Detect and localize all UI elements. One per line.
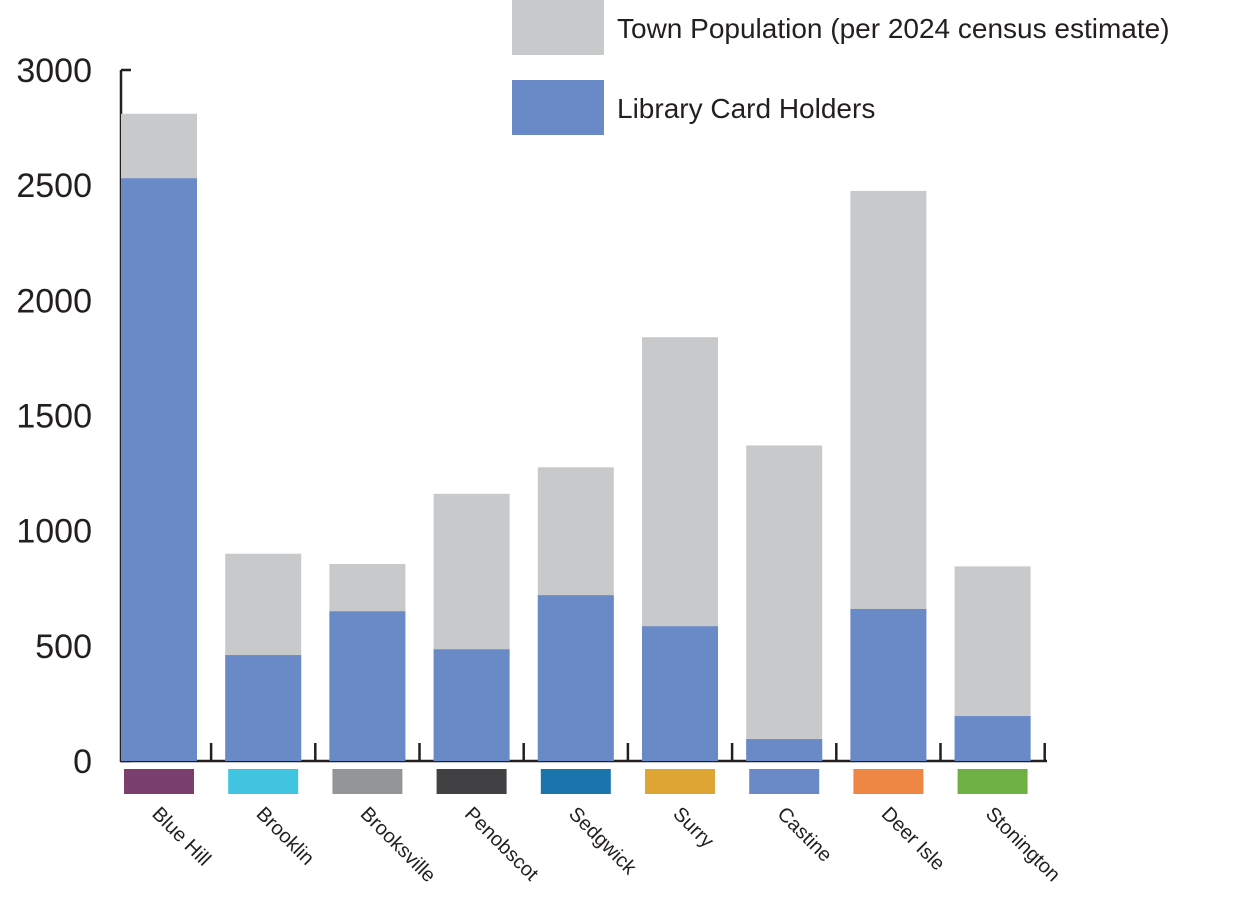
bars	[121, 113, 1031, 762]
category-label: Surry	[668, 803, 717, 852]
category-labels: Blue Hill Brooklin Brooksville Penobscot Sed…	[147, 803, 1064, 887]
y-tick-label: 500	[35, 628, 92, 666]
category-label: Penobscot	[460, 803, 543, 886]
legend-swatch	[512, 80, 604, 135]
category-label: Brooklin	[252, 803, 319, 870]
category-swatch	[645, 769, 715, 794]
bar-card-holders	[954, 716, 1031, 761]
bar-card-holders	[642, 626, 718, 761]
category-swatches	[124, 769, 1028, 794]
category-swatch	[436, 769, 507, 794]
category-label: Castine	[773, 803, 837, 867]
y-tick-label: 0	[73, 743, 92, 781]
bar-population	[746, 445, 823, 761]
bar-card-holders	[433, 649, 510, 761]
category-label: Sedgwick	[564, 803, 641, 880]
y-ticks: 0 500 1000 1500 2000 2500 3000	[16, 52, 131, 781]
x-ticks	[209, 743, 1046, 761]
legend-label: Town Population (per 2024 census estimat…	[617, 13, 1170, 44]
category-swatch	[332, 769, 403, 794]
bar-card-holders	[850, 608, 927, 761]
y-tick-label: 3000	[16, 52, 92, 90]
category-label: Blue Hill	[147, 803, 214, 870]
bar-card-holders	[537, 595, 614, 761]
category-label: Brooksville	[356, 803, 440, 887]
category-swatch	[957, 769, 1028, 794]
legend-swatch	[512, 0, 604, 55]
category-swatch	[540, 769, 611, 794]
y-tick-label: 2000	[16, 282, 92, 320]
bar-card-holders	[121, 178, 197, 762]
bar-card-holders	[746, 739, 823, 761]
axes: 0 500 1000 1500 2000 2500 3000	[16, 52, 1047, 781]
y-tick-label: 1500	[16, 398, 92, 436]
bar-card-holders	[225, 655, 302, 761]
category-label: Stonington	[981, 803, 1064, 886]
y-tick-label: 2500	[16, 167, 92, 205]
category-label: Deer Isle	[877, 803, 949, 875]
legend-label: Library Card Holders	[617, 93, 875, 124]
category-swatch	[749, 769, 820, 794]
category-swatch	[853, 769, 924, 794]
bar-card-holders	[329, 611, 406, 761]
y-tick-label: 1000	[16, 513, 92, 551]
legend: Town Population (per 2024 census estimat…	[512, 0, 1170, 135]
category-swatch	[124, 769, 194, 794]
category-swatch	[228, 769, 299, 794]
